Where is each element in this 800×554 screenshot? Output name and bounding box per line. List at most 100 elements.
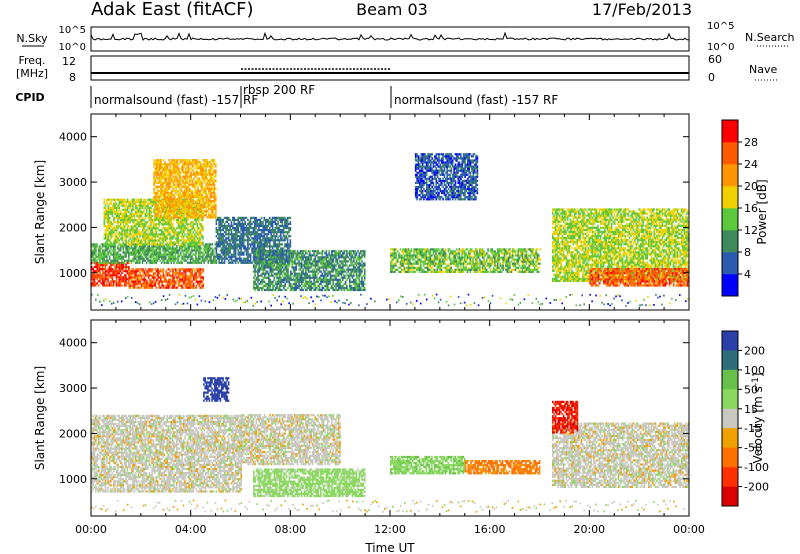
heatmap-cell xyxy=(128,255,130,258)
heatmap-cell xyxy=(175,177,177,180)
heatmap-cell xyxy=(251,249,253,252)
heatmap-cell xyxy=(198,272,200,275)
heatmap-cell xyxy=(195,241,197,244)
heatmap-cell xyxy=(255,216,257,219)
heatmap-cell xyxy=(180,179,183,182)
heatmap-cell xyxy=(160,189,162,192)
heatmap-cell xyxy=(118,206,121,209)
heatmap-cell xyxy=(141,210,144,214)
heatmap-cell xyxy=(263,264,266,267)
heatmap-cell xyxy=(198,206,201,209)
heatmap-cell xyxy=(205,195,207,199)
heatmap-cell xyxy=(173,251,175,254)
heatmap-cell xyxy=(161,175,164,178)
heatmap-cell xyxy=(145,253,148,256)
heatmap-cell xyxy=(108,284,111,287)
heatmap-cell xyxy=(114,221,116,224)
heatmap-cell xyxy=(99,255,101,258)
heatmap-cell xyxy=(171,200,173,203)
heatmap-cell xyxy=(148,249,151,252)
heatmap-cell xyxy=(166,202,169,205)
heatmap-cell xyxy=(115,210,118,214)
heatmap-cell xyxy=(262,227,264,230)
heatmap-cell xyxy=(133,235,136,238)
heatmap-cell xyxy=(194,161,196,164)
heatmap-cell xyxy=(257,284,259,287)
heatmap-cell xyxy=(178,202,180,205)
heatmap-cell xyxy=(139,286,141,289)
heatmap-cell xyxy=(225,220,227,223)
heatmap-cell xyxy=(258,256,260,259)
heatmap-cell xyxy=(198,233,200,236)
heatmap-cell xyxy=(164,181,166,184)
heatmap-cell xyxy=(215,251,218,254)
heatmap-cell xyxy=(95,259,97,262)
heatmap-cell xyxy=(165,235,167,238)
heatmap-cell xyxy=(134,245,137,248)
heatmap-cell xyxy=(201,208,203,211)
heatmap-cell xyxy=(241,253,244,256)
heatmap-cell xyxy=(153,161,155,164)
heatmap-cell xyxy=(104,241,107,244)
heatmap-cell xyxy=(241,245,244,248)
heatmap-cell xyxy=(265,270,267,273)
heatmap-cell xyxy=(221,251,223,254)
heatmap-cell xyxy=(152,255,155,258)
heatmap-cell xyxy=(162,257,164,260)
heatmap-cell xyxy=(198,181,201,184)
heatmap-cell xyxy=(206,179,209,182)
heatmap-cell xyxy=(156,251,159,254)
heatmap-cell xyxy=(287,272,289,275)
heatmap-cell xyxy=(123,251,126,254)
heatmap-cell xyxy=(168,179,170,182)
heatmap-cell xyxy=(215,187,217,190)
heatmap-cell xyxy=(184,210,187,213)
heatmap-cell xyxy=(152,219,155,222)
heatmap-cell xyxy=(251,216,253,219)
heatmap-cell xyxy=(182,195,184,199)
heatmap-cell xyxy=(155,202,158,205)
heatmap-cell xyxy=(153,216,155,219)
heatmap-cell xyxy=(236,259,238,262)
heatmap-cell xyxy=(285,245,288,248)
heatmap-cell xyxy=(268,258,270,261)
heatmap-cell xyxy=(107,245,109,248)
heatmap-cell xyxy=(187,189,190,192)
heatmap-cell xyxy=(181,284,184,287)
heatmap-cell xyxy=(106,219,108,222)
heatmap-cell xyxy=(160,214,162,217)
heatmap-cell xyxy=(117,227,119,230)
heatmap-cell xyxy=(177,272,180,275)
heatmap-cell xyxy=(140,214,143,218)
heatmap-cell xyxy=(160,257,163,260)
heatmap-cell xyxy=(128,276,130,279)
heatmap-cell xyxy=(204,169,206,172)
heatmap-cell xyxy=(185,223,188,226)
heatmap-cell xyxy=(163,206,166,209)
heatmap-cell xyxy=(119,219,122,222)
heatmap-cell xyxy=(184,227,186,230)
heatmap-cell xyxy=(170,237,173,240)
heatmap-cell xyxy=(233,245,235,248)
heatmap-cell xyxy=(285,260,288,263)
heatmap-cell xyxy=(153,187,155,190)
heatmap-cell xyxy=(199,204,202,207)
heatmap-cell xyxy=(261,288,263,292)
heatmap-cell xyxy=(247,255,249,258)
heatmap-cell xyxy=(160,210,162,213)
heatmap-cell xyxy=(152,202,155,205)
heatmap-cell xyxy=(244,247,246,250)
heatmap-cell xyxy=(158,206,161,209)
heatmap-cell xyxy=(264,229,267,232)
heatmap-cell xyxy=(158,179,161,182)
heatmap-cell xyxy=(230,233,233,236)
heatmap-cell xyxy=(169,247,171,250)
heatmap-cell xyxy=(212,216,214,219)
heatmap-cell xyxy=(163,251,166,254)
heatmap-cell xyxy=(136,274,139,277)
heatmap-cell xyxy=(156,255,159,258)
heatmap-cell xyxy=(140,243,143,246)
heatmap-cell xyxy=(171,206,173,209)
heatmap-cell xyxy=(157,208,159,211)
heatmap-cell xyxy=(222,249,224,252)
